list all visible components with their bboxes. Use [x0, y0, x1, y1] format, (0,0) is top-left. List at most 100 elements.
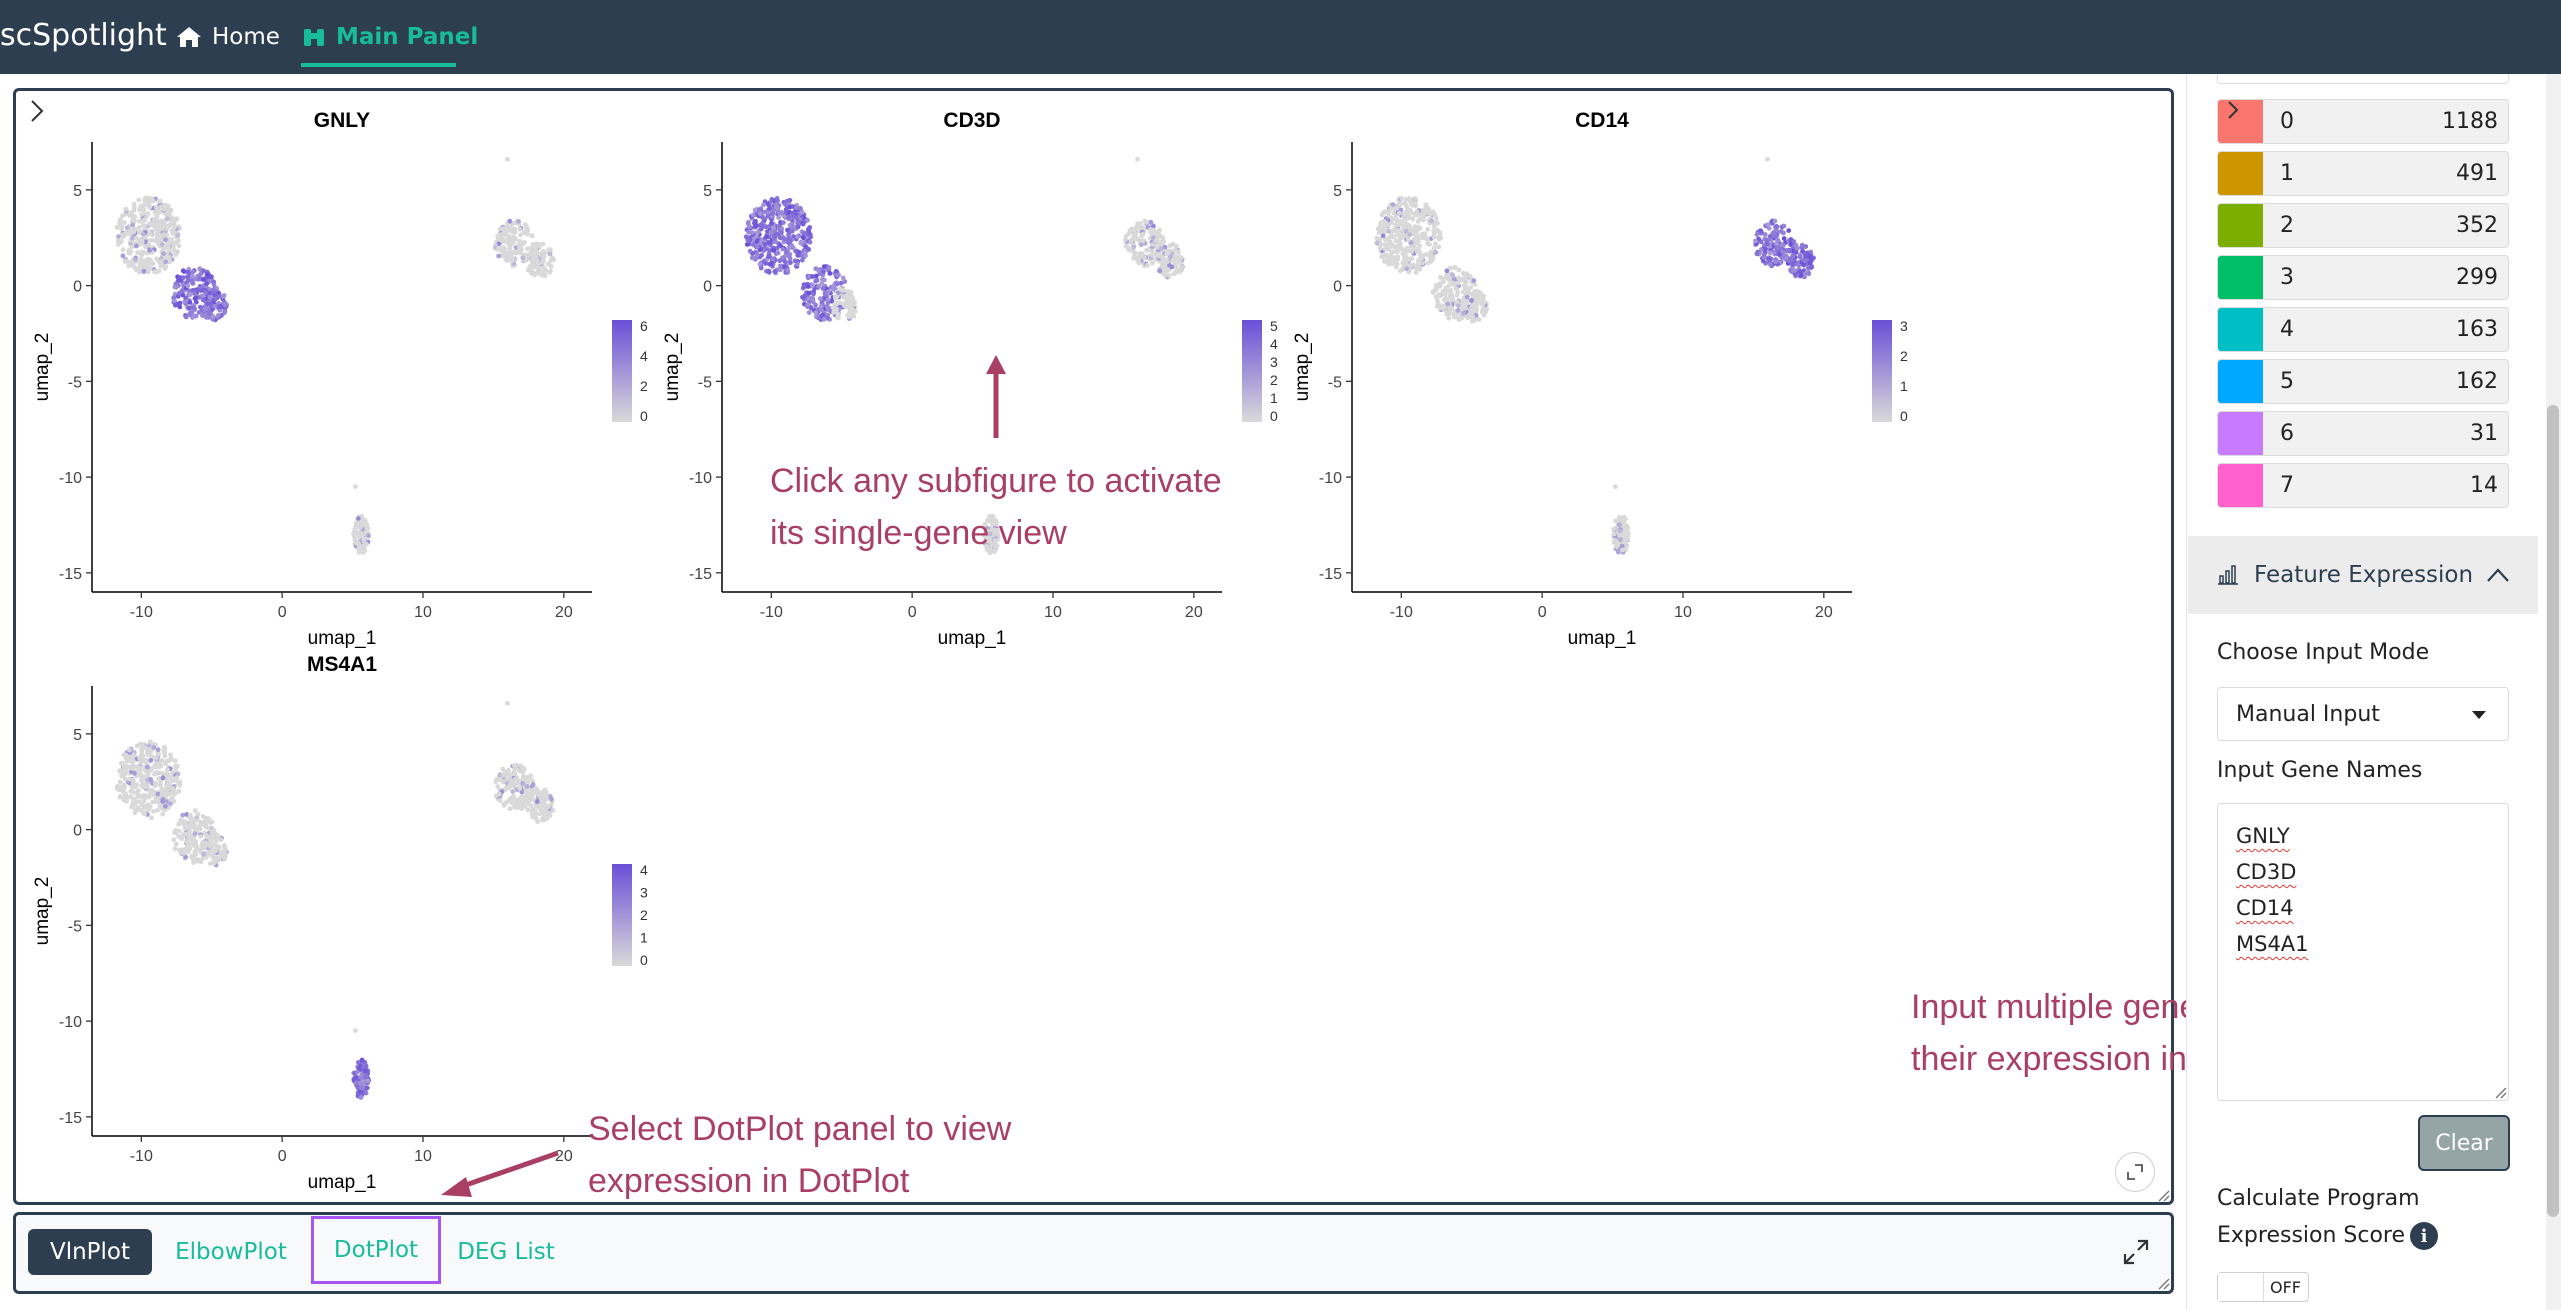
umap-point	[364, 541, 369, 547]
expand-arrows-icon[interactable]	[2121, 1237, 2151, 1267]
umap-point	[1374, 235, 1380, 241]
info-icon[interactable]: i	[2410, 1222, 2438, 1250]
tab-deg-list[interactable]: DEG List	[457, 1239, 555, 1265]
umap-point	[1131, 227, 1137, 233]
umap-point	[785, 214, 791, 220]
input-mode-select[interactable]: Manual Input	[2217, 687, 2509, 741]
fullscreen-button[interactable]	[2115, 1152, 2155, 1192]
umap-point	[794, 261, 800, 267]
umap-point	[216, 304, 222, 310]
chevron-right-icon[interactable]	[2226, 100, 2240, 120]
umap-point	[1396, 228, 1402, 233]
umap-point	[840, 275, 846, 281]
umap-point	[172, 298, 178, 304]
umap-point	[177, 820, 183, 826]
tab-dotplot[interactable]: DotPlot	[311, 1216, 441, 1284]
umap-point	[1435, 298, 1440, 304]
cluster-color-swatch	[2218, 256, 2263, 299]
umap-point	[1473, 305, 1478, 311]
umap-point	[1422, 231, 1428, 237]
umap-point	[122, 220, 127, 225]
umap-point	[982, 484, 988, 490]
feature-expression-header[interactable]: Feature Expression	[2188, 536, 2538, 614]
umap-point	[172, 225, 177, 231]
umap-point	[530, 242, 536, 247]
cluster-row[interactable]: 2 352	[2217, 203, 2509, 248]
umap-point	[355, 520, 361, 526]
umap-point	[185, 844, 191, 849]
cluster-row[interactable]: 3 299	[2217, 255, 2509, 300]
cluster-color-swatch	[2218, 412, 2263, 455]
umap-point	[843, 303, 848, 308]
umap-point	[161, 206, 167, 212]
cluster-id: 2	[2280, 213, 2294, 238]
umap-point	[799, 257, 805, 263]
clear-button[interactable]: Clear	[2418, 1115, 2510, 1171]
umap-point	[506, 768, 511, 773]
nav-main-panel[interactable]: Main Panel	[302, 20, 478, 54]
x-tick-label: 10	[414, 1148, 432, 1165]
umap-point	[132, 218, 137, 224]
cluster-row[interactable]: 7 14	[2217, 463, 2509, 508]
umap-point	[805, 217, 810, 223]
umap-point	[501, 772, 507, 778]
resize-grip-icon[interactable]	[2158, 1278, 2170, 1290]
umap-point	[505, 156, 510, 162]
umap-point	[124, 259, 130, 264]
umap-point	[1424, 252, 1429, 257]
umap-point	[194, 844, 200, 850]
umap-point	[510, 789, 516, 794]
resize-grip-icon[interactable]	[2495, 1087, 2507, 1099]
umap-point	[142, 198, 148, 203]
umap-point	[1451, 265, 1457, 270]
y-axis-label: umap_2	[32, 877, 53, 946]
chevron-right-icon[interactable]	[26, 98, 48, 124]
umap-point	[134, 764, 140, 770]
cluster-row[interactable]: 1 491	[2217, 151, 2509, 196]
cluster-row[interactable]: 4 163	[2217, 307, 2509, 352]
umap-point	[1781, 230, 1786, 236]
umap-point	[1406, 256, 1412, 262]
nav-home-label: Home	[212, 24, 280, 50]
umap-point	[775, 198, 780, 204]
tab-elbowplot[interactable]: ElbowPlot	[175, 1239, 287, 1265]
y-tick-label: 5	[73, 183, 82, 200]
umap-point	[835, 311, 841, 317]
umap-point	[791, 234, 796, 239]
umap-point	[1459, 277, 1465, 282]
nav-home[interactable]: Home	[176, 20, 280, 54]
program-score-toggle[interactable]: OFF	[2217, 1272, 2309, 1302]
cluster-row[interactable]: 0 1188	[2217, 99, 2509, 144]
umap-point	[1391, 234, 1396, 240]
app-brand[interactable]: scSpotlight	[0, 18, 167, 53]
colorbar-tick-label: 2	[1900, 348, 1908, 364]
y-tick-label: -5	[68, 374, 82, 391]
tab-vlnplot[interactable]: VlnPlot	[28, 1229, 152, 1275]
sidebar-scrollbar-thumb[interactable]	[2547, 405, 2559, 1217]
umap-point	[157, 803, 163, 809]
umap-point	[529, 233, 534, 239]
umap-point	[988, 517, 993, 522]
cluster-row[interactable]: 5 162	[2217, 359, 2509, 404]
gene-names-textarea[interactable]: GNLY CD3D CD14 MS4A1	[2217, 803, 2509, 1101]
cluster-row[interactable]: 6 31	[2217, 411, 2509, 456]
umap-point	[136, 799, 142, 805]
umap-point	[136, 788, 141, 793]
umap-point	[1174, 268, 1180, 273]
cluster-search-field[interactable]	[2217, 74, 2509, 84]
umap-point	[156, 751, 162, 757]
umap-point	[1801, 257, 1807, 263]
umap-point	[823, 291, 828, 297]
umap-point	[136, 197, 142, 203]
umap-point	[156, 776, 162, 781]
umap-point	[1808, 258, 1814, 264]
umap-point	[178, 847, 184, 853]
umap-point	[208, 843, 214, 849]
umap-point	[1624, 523, 1630, 529]
resize-grip-icon[interactable]	[2158, 1190, 2170, 1202]
umap-point	[1144, 219, 1149, 225]
